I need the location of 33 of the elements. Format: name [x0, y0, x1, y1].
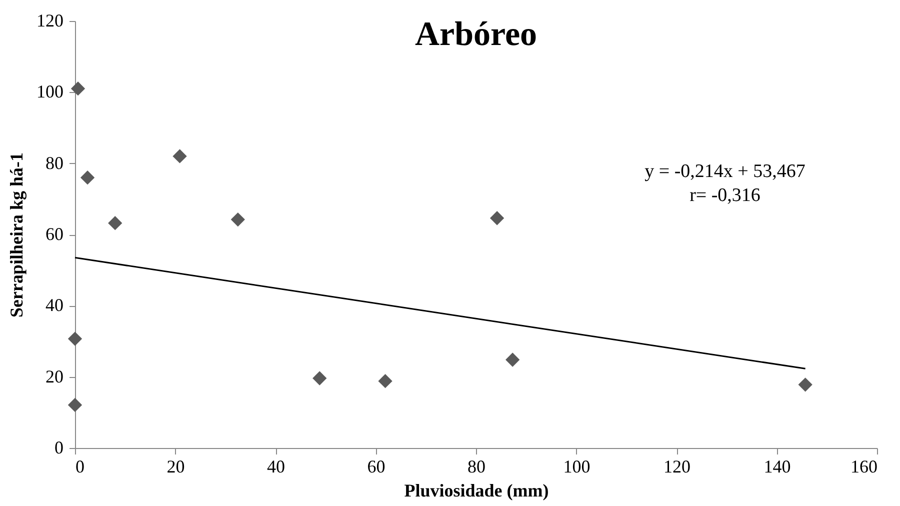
y-axis-title: Serrapilheira kg há-1 — [6, 152, 26, 318]
point — [80, 170, 95, 185]
chart-title: Arbóreo — [414, 16, 538, 53]
y-tick-label: 120 — [36, 10, 64, 30]
point — [68, 332, 82, 346]
point — [68, 398, 82, 412]
point — [312, 371, 327, 386]
point — [378, 374, 392, 388]
point — [506, 352, 520, 367]
annotation: r= -0,316 — [690, 185, 760, 206]
point — [230, 212, 245, 227]
x-tick-label: 40 — [267, 456, 285, 476]
point — [172, 149, 187, 164]
x-tick-label: 120 — [664, 456, 690, 476]
x-tick-label: 140 — [764, 456, 791, 476]
y-tick-label: 60 — [46, 224, 64, 244]
point — [798, 378, 812, 392]
y-tick-label: 0 — [54, 438, 64, 458]
y-tick-label: 20 — [46, 366, 64, 386]
x-tick-label: 100 — [563, 456, 590, 476]
x-tick-label: 160 — [850, 456, 878, 476]
point — [108, 216, 122, 230]
point — [490, 211, 504, 226]
x-tick-label: 80 — [468, 456, 486, 476]
annotation: y = -0,214x + 53,467 — [644, 161, 806, 182]
y-tick-label: 100 — [36, 82, 64, 102]
y-tick-label: 40 — [46, 295, 64, 316]
x-axis-title: Pluviosidade (mm) — [404, 480, 549, 500]
y-tick-label: 80 — [46, 152, 64, 173]
x-tick-label: 20 — [166, 456, 185, 476]
x-tick-label: 60 — [367, 456, 386, 476]
point — [70, 82, 86, 96]
x-tick-label: 0 — [76, 456, 84, 476]
